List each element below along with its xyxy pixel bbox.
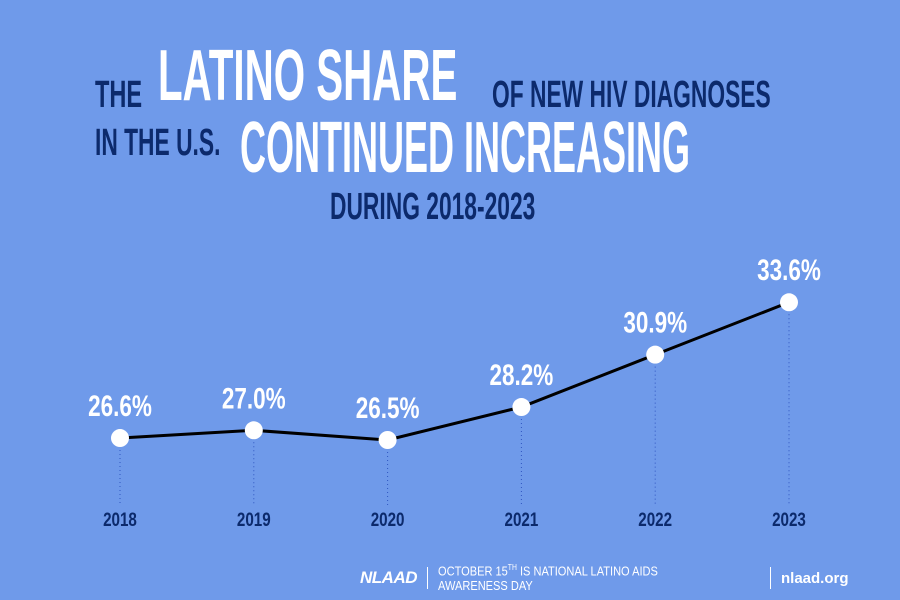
x-tick-label: 2020: [371, 508, 405, 530]
data-point: [512, 398, 531, 417]
data-label: 26.5%: [356, 391, 420, 425]
footer: NLAAD OCTOBER 15TH IS NATIONAL LATINO AI…: [360, 563, 849, 593]
title-in-the-us: IN THE U.S.: [95, 122, 221, 164]
title-of-new-hiv: OF NEW HIV DIAGNOSES: [492, 74, 771, 116]
data-point: [780, 293, 798, 312]
tagline-text: IS NATIONAL LATINO AIDS AWARENESS DAY: [438, 563, 658, 594]
divider: [770, 567, 771, 589]
title-continued-increasing: CONTINUED INCREASING: [240, 108, 691, 188]
x-tick-label: 2019: [237, 508, 271, 530]
title-latino-share: LATINO SHARE: [158, 36, 458, 116]
data-label: 26.6%: [88, 389, 152, 423]
data-label: 33.6%: [757, 253, 821, 287]
tagline-sup: TH: [507, 562, 517, 572]
data-label: 28.2%: [490, 358, 554, 392]
data-label: 27.0%: [222, 381, 286, 415]
nlaad-logo: NLAAD: [360, 568, 418, 587]
footer-tagline: OCTOBER 15TH IS NATIONAL LATINO AIDS AWA…: [438, 563, 712, 593]
divider: [427, 567, 428, 589]
data-point: [378, 431, 397, 449]
x-tick-label: 2018: [103, 508, 137, 530]
x-tick-label: 2023: [772, 508, 806, 530]
data-point: [244, 421, 263, 440]
title-during: DURING 2018-2023: [330, 186, 536, 228]
x-tick-label: 2021: [505, 508, 539, 530]
series-line: [119, 300, 790, 442]
line-chart: 26.6% 2018 27.0% 2019 26.5% 2020 28.2% 2021 30.9…: [88, 253, 821, 530]
data-label: 30.9%: [623, 305, 687, 339]
tagline-date: OCTOBER 15: [438, 563, 508, 579]
title-the: THE: [95, 74, 143, 116]
data-point: [111, 429, 129, 448]
x-tick-label: 2022: [638, 508, 672, 530]
footer-url[interactable]: nlaad.org: [781, 569, 849, 587]
data-point: [646, 345, 665, 364]
